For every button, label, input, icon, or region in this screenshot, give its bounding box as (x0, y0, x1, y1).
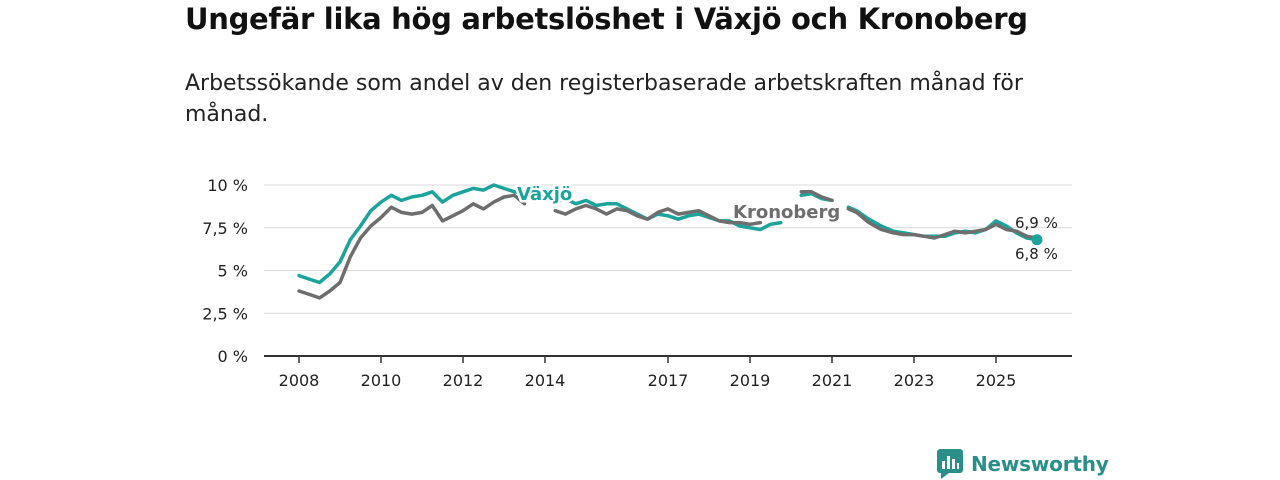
x-tick-label: 2017 (648, 371, 689, 390)
x-tick-label: 2019 (730, 371, 771, 390)
end-value-kronoberg: 6,9 % (1015, 214, 1058, 232)
y-tick-label: 2,5 % (202, 304, 248, 323)
y-tick-label: 0 % (218, 347, 248, 366)
y-tick-label: 5 % (218, 262, 248, 281)
series-line-vxj (297, 183, 1039, 285)
series-line-kronoberg (297, 190, 1039, 300)
x-tick-label: 2021 (812, 371, 853, 390)
end-value-vaxjo: 6,8 % (1015, 245, 1058, 263)
chart-title: Ungefär lika hög arbetslöshet i Växjö oc… (185, 2, 1028, 36)
brand-name: Newsworthy (971, 452, 1109, 476)
brand-logo[interactable]: Newsworthy (937, 449, 1109, 479)
series-label-vaxjo: Växjö (517, 184, 572, 205)
x-tick-label: 2012 (443, 371, 484, 390)
x-tick-label: 2008 (279, 371, 320, 390)
newsworthy-logo-icon (937, 449, 963, 479)
x-tick-label: 2025 (976, 371, 1017, 390)
x-tick-label: 2010 (361, 371, 402, 390)
y-tick-label: 10 % (207, 176, 248, 195)
end-marker-vaxjo (1031, 234, 1043, 246)
series-label-kronoberg: Kronoberg (733, 202, 840, 223)
chart-subtitle: Arbetssökande som andel av den registerb… (185, 71, 1023, 127)
x-tick-label: 2023 (894, 371, 935, 390)
x-tick-label: 2014 (525, 371, 566, 390)
y-tick-label: 7,5 % (202, 219, 248, 238)
